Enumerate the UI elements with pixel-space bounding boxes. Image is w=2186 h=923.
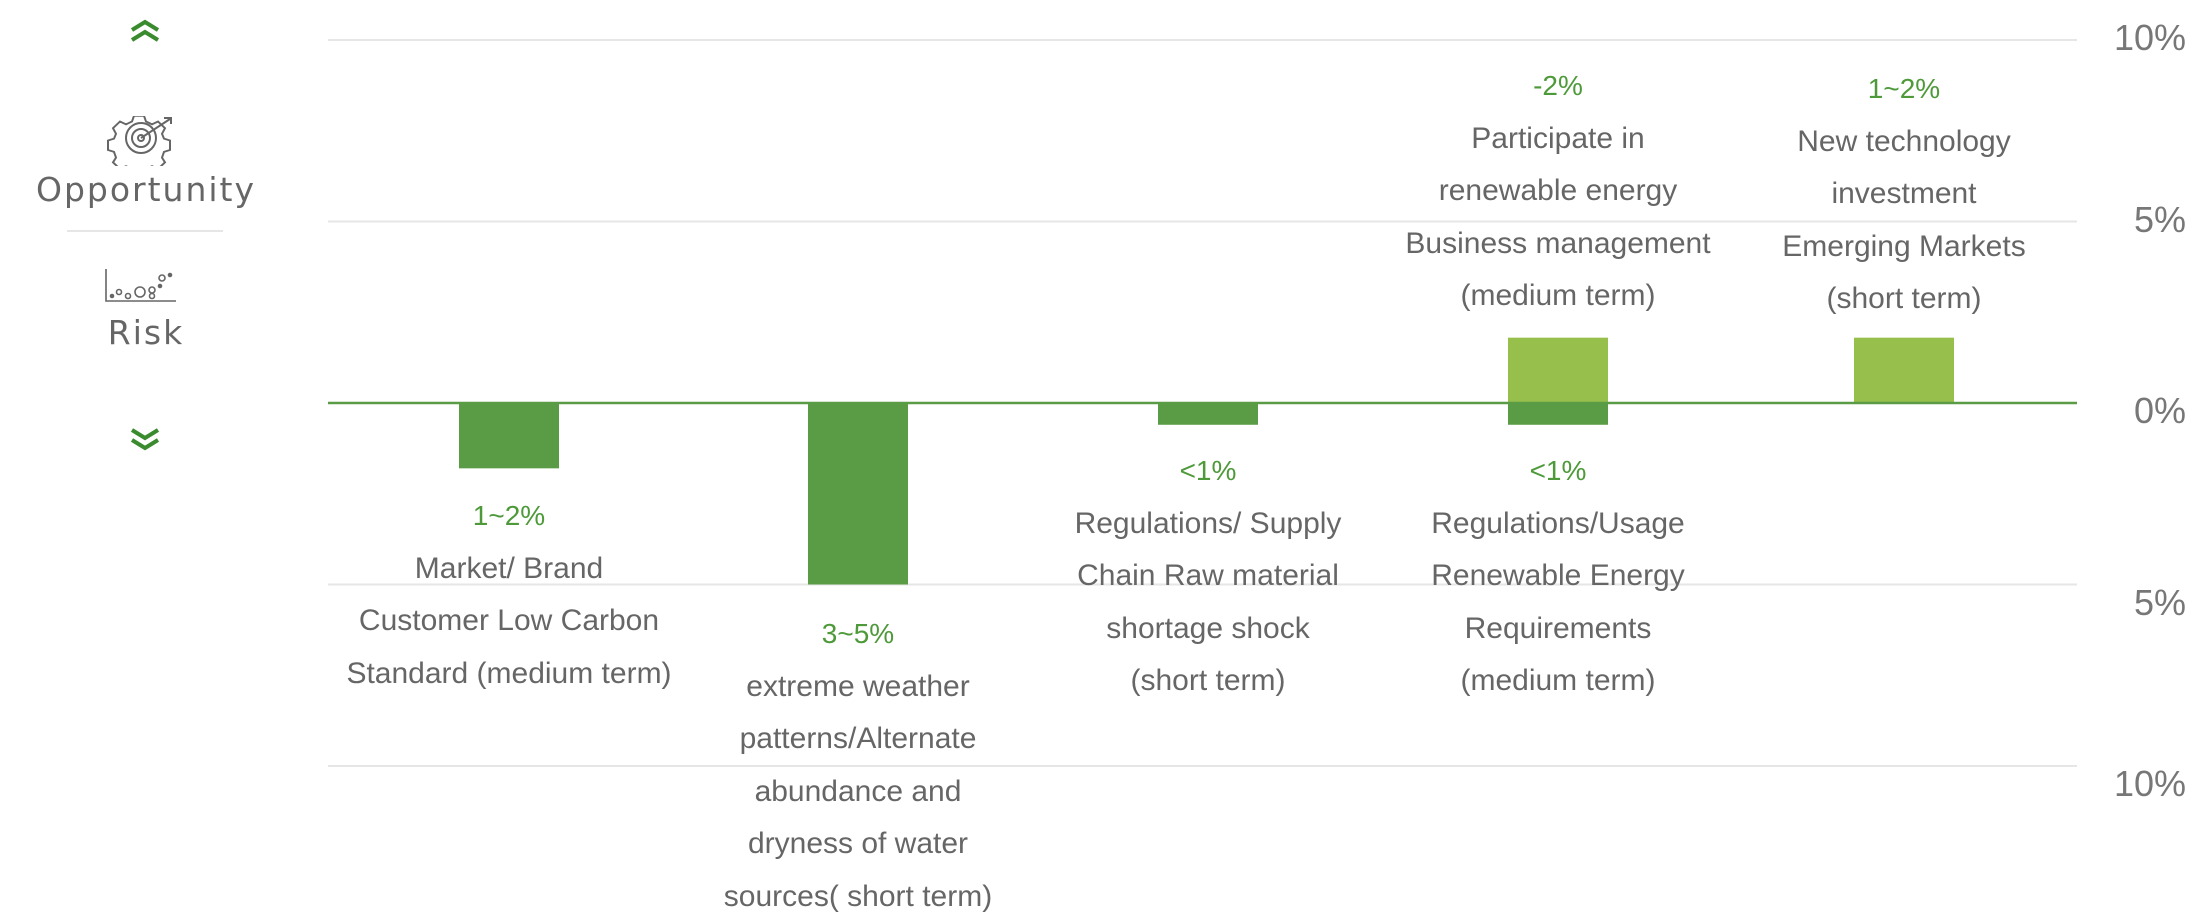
category-label-line: New technology (1714, 116, 2094, 169)
gear-target-icon (104, 116, 188, 166)
category-label-line: patterns/Alternate (668, 713, 1048, 766)
category-label-line: sources( short term) (668, 871, 1048, 923)
value-label: -2% (1368, 60, 1748, 113)
risk-bar (1158, 403, 1258, 425)
category-label-line: Regulations/ Supply (1018, 498, 1398, 551)
category-label-line: Chain Raw material (1018, 550, 1398, 603)
y-tick-label: 10% (2086, 764, 2186, 804)
y-tick-label: 0% (2086, 391, 2186, 431)
category-label-line: (medium term) (1368, 655, 1748, 708)
sidebar-divider (67, 230, 223, 232)
category-label-line: investment (1714, 168, 2094, 221)
category-label-line: Business management (1368, 218, 1748, 271)
category-label-line: extreme weather (668, 661, 1048, 714)
category-label-line: dryness of water (668, 818, 1048, 871)
category-label-line: Emerging Markets (1714, 221, 2094, 274)
risk-bar (1508, 403, 1608, 425)
category-label-line: shortage shock (1018, 603, 1398, 656)
y-tick-label: 10% (2086, 18, 2186, 58)
category-label-line: Requirements (1368, 603, 1748, 656)
category-label-line: (short term) (1714, 273, 2094, 326)
category-label-line: abundance and (668, 766, 1048, 819)
category-label-line: (medium term) (1368, 270, 1748, 323)
opportunity-label: Opportunity (0, 170, 292, 209)
risk-bar (459, 403, 559, 468)
chevron-double-down-icon[interactable] (128, 426, 162, 452)
y-tick-label: 5% (2086, 583, 2186, 623)
risk-bar (808, 403, 908, 585)
value-label: <1% (1018, 445, 1398, 498)
category-label-line: Regulations/Usage (1368, 498, 1748, 551)
scatter-plot-icon (104, 268, 178, 304)
category-label-line: renewable energy (1368, 165, 1748, 218)
y-tick-label: 5% (2086, 200, 2186, 240)
chevron-double-up-icon[interactable] (128, 18, 162, 44)
value-label: 1~2% (319, 490, 699, 543)
value-label: 3~5% (668, 608, 1048, 661)
category-label-line: Customer Low Carbon (319, 595, 699, 648)
value-label: 1~2% (1714, 63, 2094, 116)
category-label-line: (short term) (1018, 655, 1398, 708)
category-label-line: Renewable Energy (1368, 550, 1748, 603)
opportunity-bar (1508, 338, 1608, 403)
category-label-line: Participate in (1368, 113, 1748, 166)
category-label-line: Market/ Brand (319, 543, 699, 596)
risk-label: Risk (0, 313, 292, 352)
value-label: <1% (1368, 445, 1748, 498)
category-label-line: Standard (medium term) (319, 648, 699, 701)
opportunity-bar (1854, 338, 1954, 403)
